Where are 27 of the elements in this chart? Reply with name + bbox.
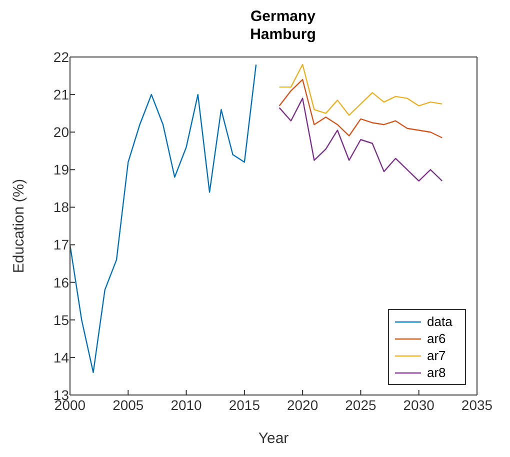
y-tick-label: 18 [53,199,70,216]
chart-title: Germany Hamburg [249,8,317,44]
legend-label: ar7 [427,348,446,363]
legend-label: ar6 [427,331,446,346]
x-tick-label: 2020 [286,396,318,413]
y-tick-label: 14 [53,349,70,366]
line-series [278,78,443,138]
y-tick-label: 16 [53,274,70,290]
line-series [70,64,257,374]
x-axis-title: Year [258,430,289,447]
x-tick-label: 2010 [170,396,202,413]
x-tick-label: 2030 [403,396,435,413]
x-tick-label: 2025 [345,396,376,413]
legend-label: data [427,314,452,329]
y-tick-label: 21 [53,86,70,103]
x-tick-label: 2035 [461,396,493,413]
y-axis-title: Education (%) [10,178,28,274]
line-series [278,64,443,116]
y-tick-label: 20 [53,124,70,140]
x-tick-label: 2005 [112,396,144,413]
y-tick-label: 22 [53,48,70,65]
line-series [278,98,443,182]
y-tick-label: 17 [53,236,70,253]
y-tick-label: 19 [53,162,70,178]
y-tick-label: 15 [53,312,70,328]
legend-label: ar8 [427,365,446,380]
x-tick-label: 2015 [228,396,260,413]
